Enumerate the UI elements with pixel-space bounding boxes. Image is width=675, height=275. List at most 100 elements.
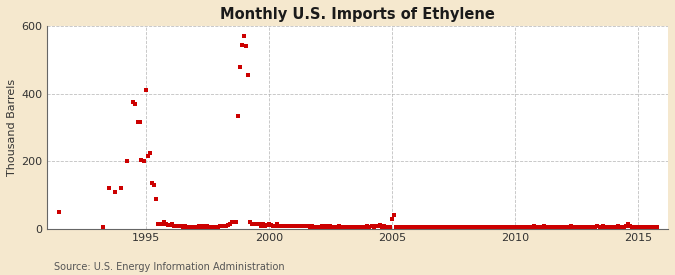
Point bbox=[263, 222, 274, 226]
Point bbox=[196, 225, 207, 230]
Point bbox=[489, 225, 500, 230]
Point bbox=[529, 224, 539, 229]
Point bbox=[379, 224, 389, 229]
Point bbox=[204, 225, 215, 230]
Point bbox=[643, 225, 654, 230]
Point bbox=[188, 225, 198, 230]
Point bbox=[592, 224, 603, 229]
Point bbox=[450, 225, 461, 230]
Point bbox=[222, 223, 233, 227]
Point bbox=[625, 224, 636, 229]
Point bbox=[419, 225, 430, 230]
Point bbox=[134, 120, 145, 125]
Point bbox=[148, 183, 159, 187]
Point bbox=[245, 220, 256, 225]
Point bbox=[576, 225, 587, 230]
Point bbox=[588, 225, 599, 230]
Point bbox=[200, 225, 211, 230]
Y-axis label: Thousand Barrels: Thousand Barrels bbox=[7, 79, 17, 176]
Point bbox=[572, 225, 583, 230]
Point bbox=[313, 225, 323, 230]
Point bbox=[631, 225, 642, 230]
Point bbox=[319, 225, 329, 230]
Point bbox=[340, 225, 350, 230]
Point bbox=[411, 225, 422, 230]
Point bbox=[566, 224, 576, 229]
Point bbox=[206, 225, 217, 230]
Point bbox=[282, 224, 293, 229]
Point bbox=[115, 186, 126, 191]
Point bbox=[292, 224, 303, 229]
Point bbox=[302, 224, 313, 229]
Point bbox=[296, 224, 307, 228]
Point bbox=[225, 222, 236, 226]
Text: Source: U.S. Energy Information Administration: Source: U.S. Energy Information Administ… bbox=[54, 262, 285, 272]
Point bbox=[436, 225, 447, 230]
Point bbox=[237, 42, 248, 47]
Point bbox=[541, 225, 551, 230]
Point bbox=[495, 225, 506, 230]
Point bbox=[136, 158, 147, 162]
Point bbox=[547, 225, 558, 230]
Point bbox=[590, 225, 601, 230]
Point bbox=[608, 225, 619, 230]
Point bbox=[198, 224, 209, 229]
Point bbox=[169, 224, 180, 228]
Point bbox=[401, 225, 412, 230]
Point bbox=[551, 225, 562, 230]
Point bbox=[315, 225, 325, 230]
Point bbox=[288, 224, 299, 228]
Point bbox=[300, 224, 311, 229]
Point bbox=[228, 220, 239, 225]
Point bbox=[362, 224, 373, 229]
Point bbox=[122, 159, 132, 164]
Point bbox=[518, 225, 529, 230]
Point bbox=[333, 224, 344, 229]
Point bbox=[487, 225, 498, 230]
Point bbox=[348, 225, 358, 230]
Point bbox=[354, 225, 364, 230]
Point bbox=[405, 225, 416, 230]
Point bbox=[475, 225, 486, 230]
Point bbox=[247, 222, 258, 226]
Point bbox=[54, 210, 65, 214]
Point bbox=[241, 44, 252, 48]
Point bbox=[578, 225, 589, 230]
Point bbox=[219, 224, 230, 229]
Point bbox=[356, 225, 367, 230]
Point bbox=[432, 225, 443, 230]
Point bbox=[407, 225, 418, 230]
Point bbox=[251, 222, 262, 226]
Point bbox=[483, 225, 494, 230]
Point bbox=[391, 225, 402, 230]
Point bbox=[549, 225, 560, 230]
Point bbox=[422, 225, 433, 230]
Point bbox=[615, 225, 626, 230]
Point bbox=[367, 224, 377, 229]
Point bbox=[210, 225, 221, 230]
Point bbox=[641, 225, 652, 230]
Point bbox=[239, 34, 250, 38]
Point bbox=[387, 217, 398, 221]
Point bbox=[216, 224, 227, 229]
Point bbox=[473, 225, 484, 230]
Point bbox=[567, 225, 578, 230]
Point bbox=[395, 225, 406, 230]
Point bbox=[308, 225, 319, 230]
Point bbox=[444, 225, 455, 230]
Point bbox=[438, 225, 449, 230]
Point bbox=[594, 225, 605, 230]
Point bbox=[481, 225, 492, 230]
Point bbox=[557, 225, 568, 230]
Point bbox=[360, 225, 371, 230]
Point bbox=[327, 225, 338, 230]
Point bbox=[485, 225, 496, 230]
Point bbox=[284, 224, 295, 228]
Point bbox=[580, 225, 591, 230]
Point bbox=[561, 225, 572, 230]
Point bbox=[179, 224, 190, 229]
Point bbox=[458, 225, 469, 230]
Point bbox=[456, 225, 467, 230]
Point bbox=[259, 224, 270, 228]
Point bbox=[619, 225, 630, 230]
